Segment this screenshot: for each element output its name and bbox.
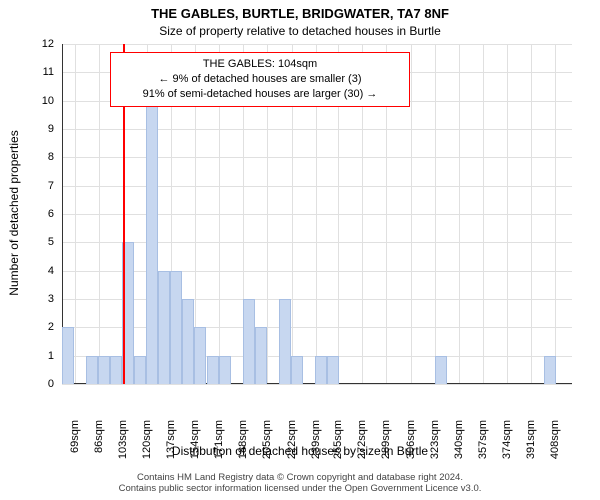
histogram-bar [98,356,110,384]
x-tick-label: 374sqm [501,420,513,468]
gridline-horizontal [62,384,572,385]
gridline-vertical [99,44,100,384]
y-tick-label: 12 [0,38,54,50]
x-tick-label: 222sqm [286,420,298,468]
histogram-bar [435,356,447,384]
y-tick-label: 7 [0,180,54,192]
y-tick-label: 11 [0,66,54,78]
chart-title: THE GABLES, BURTLE, BRIDGWATER, TA7 8NF [0,6,600,21]
gridline-vertical [483,44,484,384]
histogram-bar [279,299,291,384]
y-tick-label: 2 [0,321,54,333]
x-tick-label: 408sqm [549,420,561,468]
x-tick-label: 391sqm [525,420,537,468]
info-line-3: 91% of semi-detached houses are larger (… [121,87,399,102]
gridline-horizontal [62,129,572,130]
histogram-bar [134,356,146,384]
info-line-2: ← 9% of detached houses are smaller (3) [121,72,399,87]
gridline-horizontal [62,242,572,243]
gridline-horizontal [62,157,572,158]
gridline-vertical [507,44,508,384]
x-tick-label: 188sqm [237,420,249,468]
y-tick-label: 5 [0,236,54,248]
x-tick-label: 306sqm [405,420,417,468]
histogram-bar [146,101,158,384]
y-tick-label: 10 [0,95,54,107]
gridline-horizontal [62,186,572,187]
footer-line-1: Contains HM Land Registry data © Crown c… [0,472,600,483]
x-tick-label: 323sqm [429,420,441,468]
y-tick-label: 9 [0,123,54,135]
x-tick-label: 272sqm [356,420,368,468]
x-tick-label: 120sqm [141,420,153,468]
x-tick-label: 289sqm [380,420,392,468]
gridline-vertical [411,44,412,384]
gridline-horizontal [62,327,572,328]
histogram-bar [182,299,194,384]
histogram-bar [544,356,556,384]
histogram-bar [255,327,267,384]
chart-subtitle: Size of property relative to detached ho… [0,24,600,38]
x-tick-label: 255sqm [332,420,344,468]
histogram-bar [62,327,74,384]
x-tick-label: 340sqm [453,420,465,468]
footer-attribution: Contains HM Land Registry data © Crown c… [0,472,600,495]
histogram-bar [243,299,255,384]
x-tick-label: 154sqm [189,420,201,468]
info-line-1: THE GABLES: 104sqm [121,57,399,72]
chart-wrapper: THE GABLES, BURTLE, BRIDGWATER, TA7 8NF … [0,0,600,500]
footer-line-2: Contains public sector information licen… [0,483,600,494]
y-tick-label: 8 [0,151,54,163]
histogram-bar [110,356,122,384]
gridline-horizontal [62,299,572,300]
histogram-bar [170,271,182,384]
y-tick-label: 6 [0,208,54,220]
gridline-horizontal [62,44,572,45]
x-tick-label: 103sqm [117,420,129,468]
gridline-vertical [459,44,460,384]
histogram-bar [194,327,206,384]
gridline-vertical [435,44,436,384]
y-tick-label: 4 [0,265,54,277]
x-tick-label: 171sqm [213,420,225,468]
x-tick-label: 86sqm [93,420,105,468]
histogram-bar [219,356,231,384]
histogram-bar [158,271,170,384]
histogram-bar [291,356,303,384]
x-tick-label: 239sqm [310,420,322,468]
reference-info-box: THE GABLES: 104sqm ← 9% of detached hous… [110,52,410,107]
histogram-bar [327,356,339,384]
y-tick-label: 0 [0,378,54,390]
gridline-horizontal [62,214,572,215]
histogram-bar [86,356,98,384]
gridline-vertical [75,44,76,384]
y-tick-label: 3 [0,293,54,305]
y-tick-label: 1 [0,350,54,362]
x-tick-label: 357sqm [477,420,489,468]
gridline-vertical [555,44,556,384]
gridline-horizontal [62,271,572,272]
x-tick-label: 69sqm [69,420,81,468]
x-tick-label: 137sqm [165,420,177,468]
x-tick-label: 205sqm [261,420,273,468]
gridline-vertical [531,44,532,384]
histogram-bar [207,356,219,384]
histogram-bar [315,356,327,384]
